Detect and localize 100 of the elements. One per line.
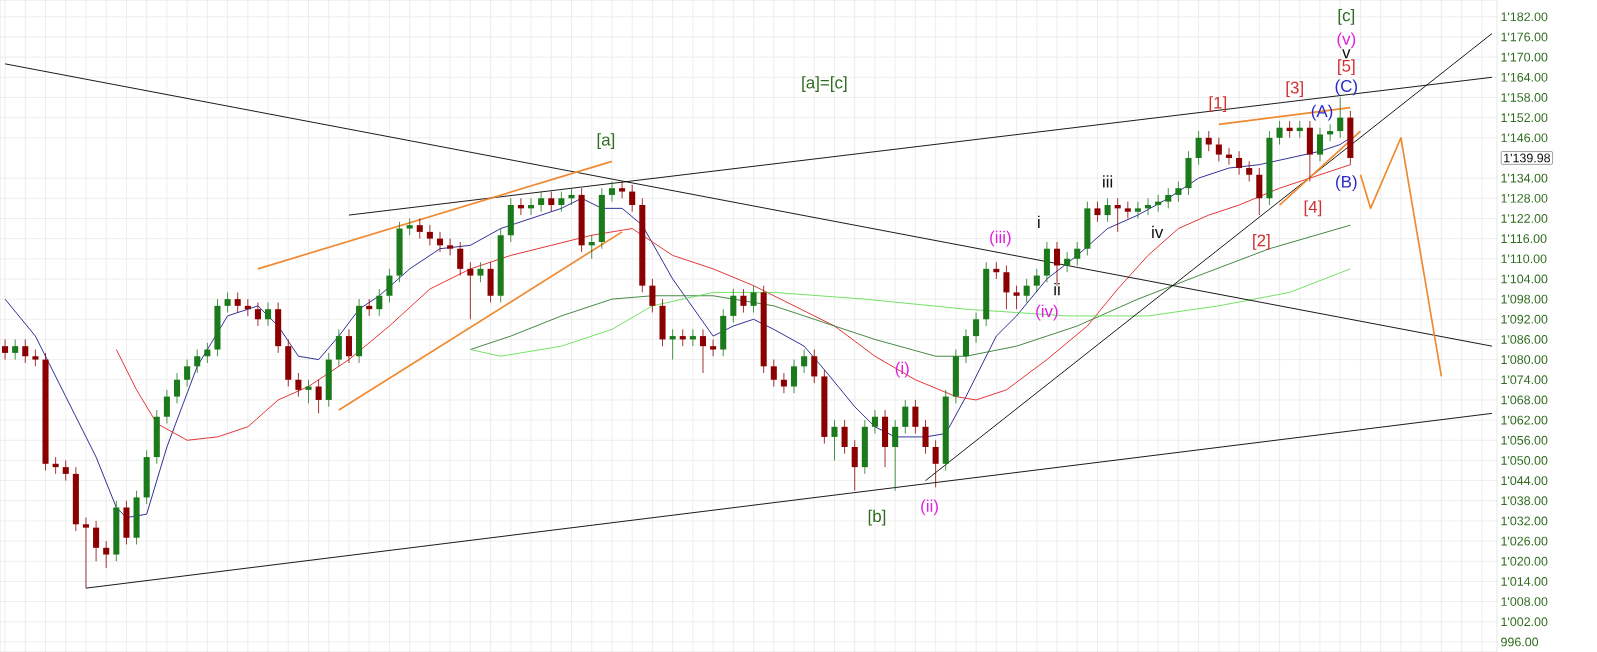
candlestick — [406, 218, 413, 236]
y-tick-label: 1'056.00 — [1501, 435, 1548, 445]
candlestick — [184, 359, 191, 387]
candlestick — [1327, 123, 1334, 142]
y-tick-label: 1'170.00 — [1501, 52, 1548, 62]
y-tick-label: 1'020.00 — [1501, 556, 1548, 566]
y-tick-label: 996.00 — [1501, 637, 1539, 647]
candlestick — [265, 302, 272, 327]
candlestick — [649, 278, 656, 313]
candlestick — [1215, 137, 1222, 162]
y-tick-label: 1'134.00 — [1501, 173, 1548, 183]
candlestick — [619, 181, 626, 199]
annotation: [a] — [597, 133, 615, 150]
candlestick — [912, 399, 919, 434]
annotation: iii — [1103, 175, 1113, 188]
candlestick — [295, 372, 302, 397]
y-tick-label: 1'092.00 — [1501, 314, 1548, 324]
candlestick — [93, 520, 100, 562]
candlestick — [1114, 197, 1121, 233]
annotation: [c] — [1338, 8, 1355, 25]
y-tick-label: 1'002.00 — [1501, 617, 1548, 627]
annotation: [3] — [1286, 81, 1303, 97]
candlestick — [831, 419, 838, 461]
candlestick — [801, 349, 808, 374]
candlestick — [902, 399, 909, 434]
candlestick — [710, 339, 717, 357]
candlestick — [467, 261, 474, 320]
y-tick-label: 1'158.00 — [1501, 93, 1548, 102]
y-tick-label: 1'068.00 — [1501, 395, 1548, 405]
annotation: (i) — [895, 361, 909, 378]
candlestick — [163, 389, 170, 424]
annotation: [1] — [1209, 96, 1227, 113]
candlestick — [426, 224, 433, 246]
candlestick — [1286, 120, 1293, 139]
candlestick — [841, 419, 848, 455]
candlestick — [608, 181, 615, 203]
y-tick-label: 1'080.00 — [1501, 355, 1548, 365]
candlestick — [335, 328, 342, 367]
candlestick — [538, 191, 545, 213]
candlestick — [22, 339, 29, 364]
line-series — [469, 268, 1351, 357]
y-tick-label: 1'038.00 — [1501, 496, 1548, 506]
candlestick — [32, 349, 39, 367]
candlestick — [1023, 278, 1030, 303]
y-tick-label: 1'062.00 — [1501, 415, 1548, 425]
candlestick — [962, 328, 970, 364]
candlestick — [568, 187, 575, 206]
candlestick — [386, 268, 393, 303]
annotation: [5] — [1338, 59, 1355, 76]
annotation: [a]=[c] — [802, 76, 847, 92]
candlestick — [528, 197, 535, 216]
y-tick-label: 1'128.00 — [1501, 193, 1548, 203]
y-tick-label: 1'164.00 — [1501, 72, 1548, 82]
candlestick — [922, 419, 929, 455]
candlestick — [811, 349, 818, 384]
candlestick — [2, 339, 9, 361]
candlestick — [1094, 201, 1101, 223]
candlestick — [1205, 130, 1212, 152]
candlestick — [629, 184, 636, 213]
candlestick — [1104, 197, 1111, 223]
annotation: i — [1038, 215, 1040, 228]
candlestick — [12, 339, 19, 361]
candlestick — [1003, 265, 1010, 310]
candlestick — [477, 261, 484, 283]
candlestick — [1155, 194, 1162, 213]
annotation: (v) — [1337, 32, 1356, 49]
y-tick-label: 1'176.00 — [1501, 32, 1548, 42]
candlestick — [62, 460, 69, 481]
y-tick-label: 1'152.00 — [1501, 113, 1548, 123]
annotation: [b] — [868, 509, 886, 526]
y-tick-label: 1'008.00 — [1501, 597, 1548, 606]
candlestick — [679, 328, 686, 347]
line-series — [1359, 136, 1443, 378]
candlestick — [254, 302, 261, 327]
candlestick — [1256, 167, 1263, 216]
candlestick — [447, 238, 454, 256]
candlestick — [1165, 187, 1172, 209]
candlestick — [1195, 130, 1202, 166]
candlestick — [244, 298, 251, 317]
y-tick-label: 1'044.00 — [1501, 476, 1548, 486]
y-tick-label: 1'074.00 — [1501, 375, 1548, 385]
candlestick — [1316, 127, 1324, 162]
annotation: (C) — [1335, 79, 1357, 96]
candlestick — [1246, 160, 1253, 182]
candlestick — [376, 288, 383, 317]
annotation: (B) — [1336, 175, 1357, 192]
annotation: [2] — [1253, 234, 1270, 250]
y-tick-label: 1'116.00 — [1501, 234, 1547, 244]
candlestick — [224, 291, 231, 313]
candlestick — [1074, 241, 1081, 266]
candlestick — [730, 288, 737, 324]
y-tick-label: 1'182.00 — [1501, 12, 1548, 22]
annotation: [4] — [1304, 200, 1322, 217]
candlestick — [1276, 120, 1283, 145]
candlestick — [305, 379, 312, 404]
candlestick — [315, 379, 322, 414]
annotation: (iii) — [990, 230, 1011, 247]
y-tick-label: 1'104.00 — [1501, 274, 1548, 284]
candlestick — [1145, 197, 1152, 216]
annotation: v — [1342, 49, 1351, 59]
